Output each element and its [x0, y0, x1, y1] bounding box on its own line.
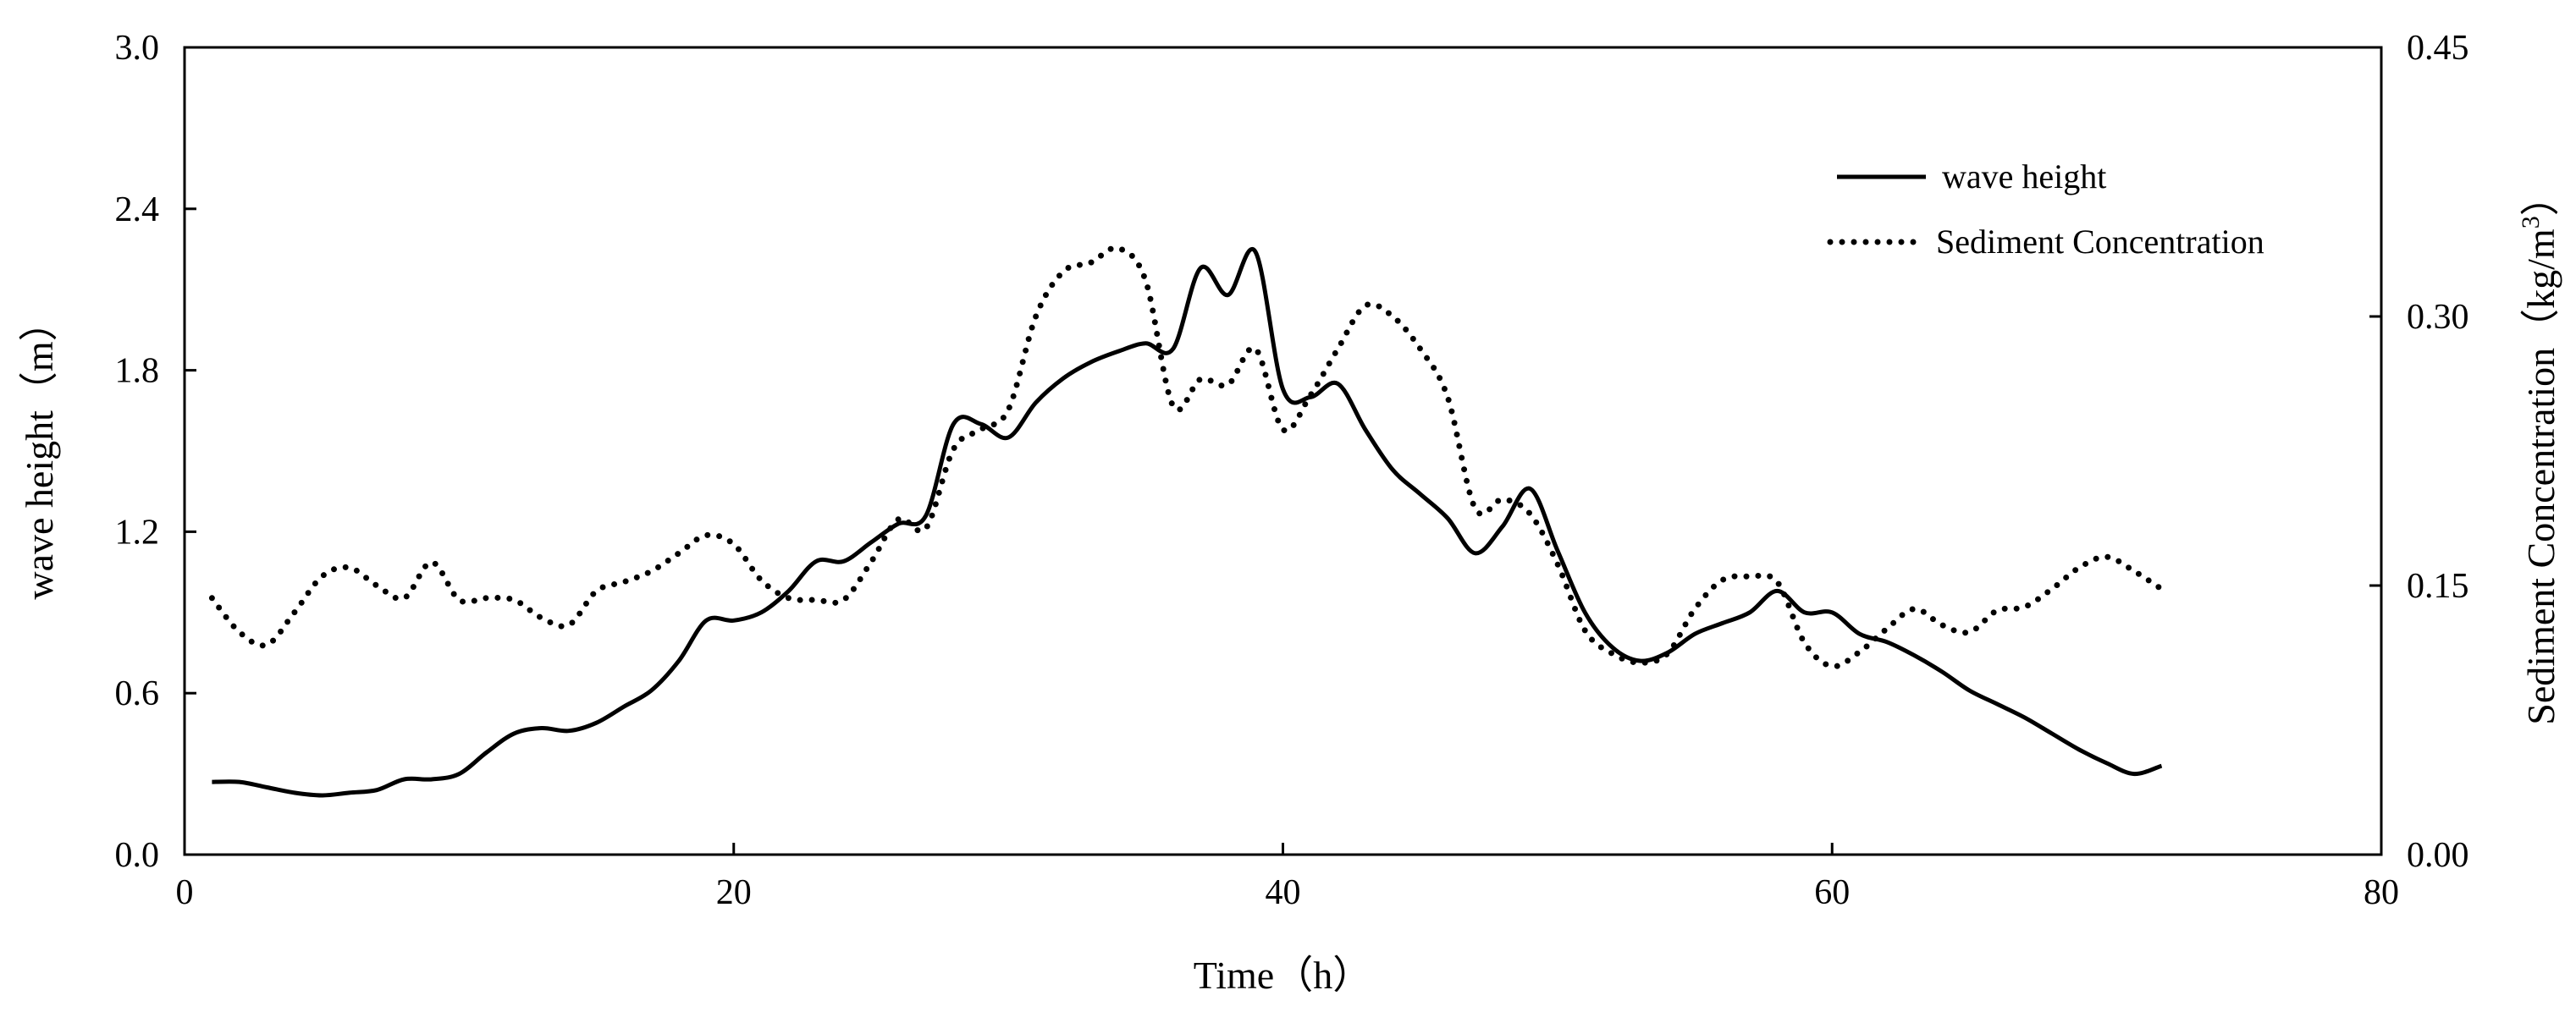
y-left-tick-label: 1.2: [115, 513, 160, 552]
right-y-axis-label-superscript: 3: [2517, 216, 2545, 228]
legend: wave height Sediment Concentration: [1827, 157, 2264, 261]
y-left-tick-label: 3.0: [115, 29, 160, 68]
series-line-sediment-concentration: [208, 245, 2165, 669]
series-line-wave-height: [212, 247, 2163, 798]
legend-wave-height-label: wave height: [1942, 157, 2106, 195]
legend-sediment-label: Sediment Concentration: [1936, 223, 2264, 261]
right-y-axis-label-end: ）: [2519, 177, 2562, 216]
axis-layer: 0 20 40 60 80 0.0 0.6 1.2 1.8 2.4 3.0 0.00 0.15 0.30 0…: [115, 29, 2469, 912]
right-y-axis-label-main: Sediment Concentration（kg/m: [2519, 228, 2562, 725]
x-tick-label: 0: [176, 873, 194, 912]
x-axis-label: Time（h）: [1194, 954, 1371, 997]
y-right-tick-label: 0.45: [2407, 29, 2469, 68]
right-y-axis-label: Sediment Concentration（kg/m3）: [2517, 177, 2562, 724]
y-left-tick-label: 0.0: [115, 836, 160, 875]
series-layer: [208, 245, 2165, 798]
x-tick-label: 40: [1266, 873, 1301, 912]
y-left-tick-label: 1.8: [115, 352, 160, 391]
x-tick-label: 80: [2364, 873, 2399, 912]
x-tick-label: 60: [1814, 873, 1850, 912]
y-left-tick-label: 0.6: [115, 674, 160, 713]
y-left-tick-label: 2.4: [115, 190, 160, 229]
y-right-tick-label: 0.30: [2407, 298, 2469, 337]
y-right-tick-label: 0.15: [2407, 567, 2469, 606]
y-right-tick-label: 0.00: [2407, 836, 2469, 875]
x-tick-label: 20: [716, 873, 752, 912]
left-y-axis-label: wave height（m）: [18, 302, 61, 599]
